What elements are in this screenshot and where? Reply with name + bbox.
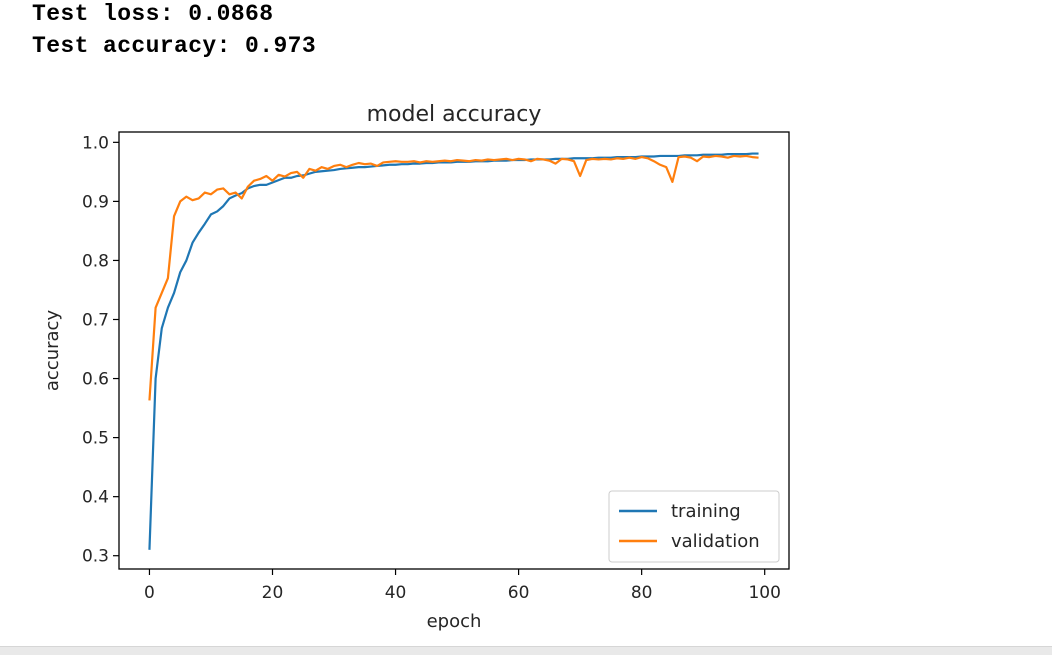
test-loss-line: Test loss: 0.0868 [32, 1, 274, 27]
ticks-layer: 0 20 40 60 80 100 0.3 0.4 0.5 0.6 0.7 0.8 0.9 1.0 [82, 133, 781, 603]
legend-label-training: training [671, 501, 741, 522]
legend-box [608, 490, 780, 563]
y-tick-label: 0.6 [82, 370, 109, 390]
series-layer [148, 152, 759, 550]
x-tick-label: 100 [748, 583, 780, 603]
y-tick-label: 1.0 [82, 133, 109, 153]
x-tick-label: 20 [262, 583, 284, 603]
axes-frame [118, 131, 790, 570]
chart-title: model accuracy [367, 102, 542, 127]
x-tick-label: 60 [508, 583, 530, 603]
bottom-scrollbar-track [0, 646, 1052, 655]
y-tick-label: 0.7 [82, 310, 109, 330]
legend: training validation [608, 490, 780, 563]
series-line-validation [148, 154, 759, 401]
y-tick-label: 0.8 [82, 251, 109, 271]
legend-items: training validation [619, 501, 760, 552]
y-tick-label: 0.5 [82, 429, 109, 449]
output-text: Test loss: 0.0868 Test accuracy: 0.973 [32, 0, 316, 62]
y-tick-label: 0.3 [82, 547, 109, 567]
test-accuracy-line: Test accuracy: 0.973 [32, 33, 317, 59]
y-tick-label: 0.9 [82, 192, 109, 212]
x-axis-label: epoch [427, 611, 482, 632]
legend-label-validation: validation [671, 531, 760, 552]
y-axis-label: accuracy [42, 310, 63, 392]
x-tick-label: 80 [631, 583, 653, 603]
x-tick-label: 40 [385, 583, 407, 603]
y-tick-label: 0.4 [82, 488, 109, 508]
x-tick-label: 0 [144, 583, 155, 603]
series-line-training [148, 152, 759, 550]
